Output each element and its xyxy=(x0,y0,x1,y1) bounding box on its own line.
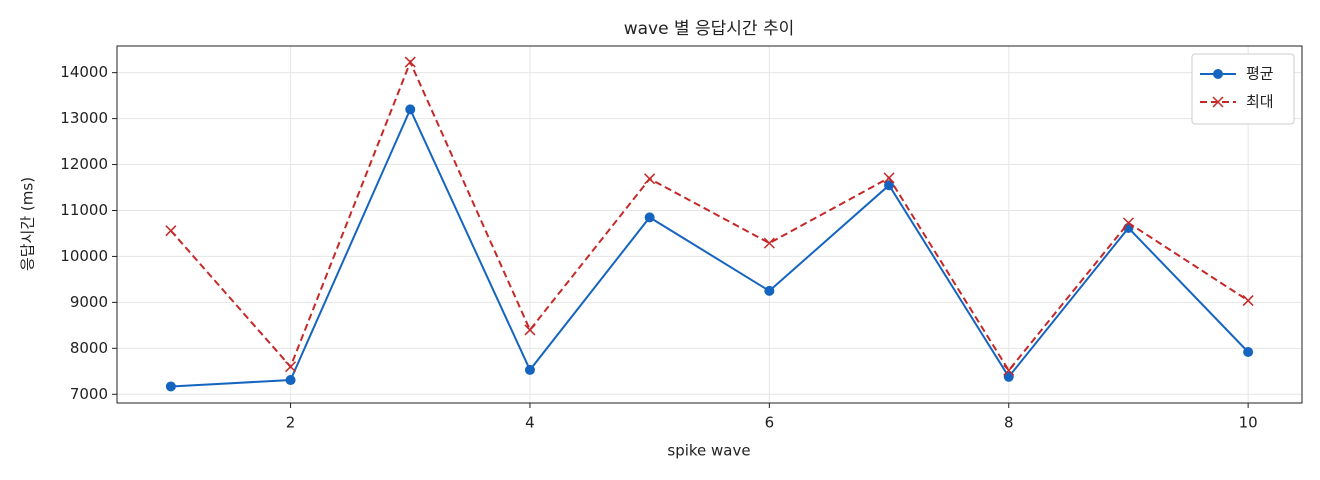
y-tick-label: 9000 xyxy=(70,293,108,311)
legend-box xyxy=(1191,53,1295,125)
x-tick-label: 10 xyxy=(1239,414,1258,432)
y-tick-label: 7000 xyxy=(70,385,108,403)
y-tick-label: 8000 xyxy=(70,339,108,357)
marker xyxy=(524,324,536,336)
y-tick-label: 10000 xyxy=(60,247,108,265)
marker xyxy=(285,375,296,386)
marker xyxy=(165,381,176,392)
marker xyxy=(1243,347,1254,357)
x-axis-label: spike wave xyxy=(667,442,750,460)
marker xyxy=(644,173,656,185)
x-tick-label: 6 xyxy=(765,414,775,432)
marker xyxy=(1242,295,1254,307)
y-axis-label: 응답시간 (ms) xyxy=(19,177,37,271)
line xyxy=(170,59,1249,373)
x-tick-label: 2 xyxy=(286,414,296,432)
legend-marker xyxy=(1213,69,1223,79)
y-tick-label: 14000 xyxy=(60,63,108,81)
marker xyxy=(524,364,535,375)
marker xyxy=(285,361,297,373)
x-tick-label: 8 xyxy=(1004,414,1014,432)
marker xyxy=(1003,371,1014,382)
plot-frame xyxy=(116,45,1303,404)
marker xyxy=(404,56,416,68)
chart-title: wave 별 응답시간 추이 xyxy=(624,19,795,39)
marker xyxy=(1122,217,1134,229)
legend-marker xyxy=(1212,96,1224,108)
marker xyxy=(1003,364,1015,376)
marker xyxy=(883,172,895,184)
y-tick-label: 12000 xyxy=(60,155,108,173)
legend-label: 최대 xyxy=(1246,93,1274,111)
y-tick-label: 11000 xyxy=(60,201,108,219)
marker xyxy=(644,212,655,223)
marker xyxy=(764,285,775,296)
marker xyxy=(884,180,895,191)
marker xyxy=(165,225,177,237)
line xyxy=(170,106,1249,388)
x-tick-label: 4 xyxy=(525,414,535,432)
legend-label: 평균 xyxy=(1246,65,1274,83)
marker xyxy=(763,237,775,249)
marker xyxy=(405,104,416,115)
y-tick-label: 13000 xyxy=(60,109,108,127)
